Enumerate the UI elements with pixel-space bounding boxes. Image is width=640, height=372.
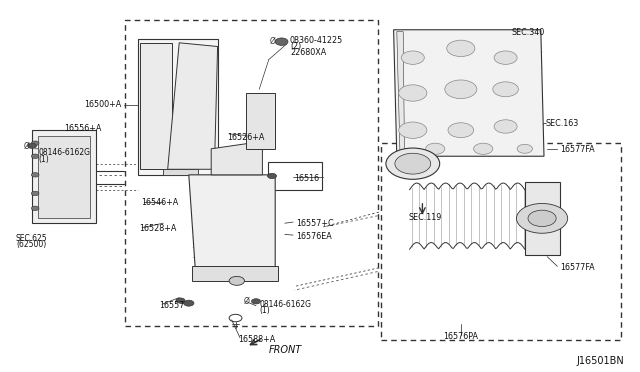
Polygon shape: [32, 130, 96, 223]
Text: 16516: 16516: [294, 174, 319, 183]
Text: SEC.119: SEC.119: [408, 213, 442, 222]
Circle shape: [31, 173, 39, 177]
Text: SEC.340: SEC.340: [512, 28, 545, 37]
Text: 16576PA: 16576PA: [444, 332, 478, 341]
Text: (62500): (62500): [16, 240, 46, 249]
Polygon shape: [168, 43, 218, 169]
Polygon shape: [192, 266, 278, 281]
Circle shape: [494, 51, 517, 64]
Circle shape: [426, 143, 445, 154]
Text: 08146-6162G: 08146-6162G: [260, 300, 312, 309]
Circle shape: [31, 141, 39, 145]
Circle shape: [395, 153, 431, 174]
Polygon shape: [525, 182, 560, 255]
Circle shape: [31, 206, 39, 211]
Polygon shape: [138, 39, 218, 175]
Circle shape: [28, 143, 36, 148]
Text: J16501BN: J16501BN: [576, 356, 624, 366]
Text: 16546+A: 16546+A: [141, 198, 178, 207]
Polygon shape: [211, 141, 262, 175]
Polygon shape: [394, 30, 544, 156]
Text: SEC.163: SEC.163: [545, 119, 579, 128]
Circle shape: [401, 51, 424, 64]
Circle shape: [386, 148, 440, 179]
Circle shape: [184, 300, 194, 306]
Circle shape: [474, 143, 493, 154]
Text: 16557+C: 16557+C: [296, 219, 333, 228]
Circle shape: [447, 40, 475, 57]
Circle shape: [528, 210, 556, 227]
Text: (2): (2): [290, 42, 301, 51]
Bar: [125, 20, 378, 325]
Text: 16557: 16557: [159, 301, 184, 310]
Circle shape: [448, 123, 474, 138]
Text: 16556+A: 16556+A: [64, 124, 101, 133]
Text: FRONT: FRONT: [269, 346, 302, 355]
Polygon shape: [163, 169, 198, 175]
Circle shape: [445, 80, 477, 99]
Text: SEC.625: SEC.625: [16, 234, 47, 243]
Circle shape: [176, 298, 185, 303]
Text: 16588+A: 16588+A: [238, 335, 275, 344]
Circle shape: [494, 120, 517, 133]
Polygon shape: [397, 32, 404, 154]
Circle shape: [399, 122, 427, 138]
Bar: [381, 143, 621, 340]
Circle shape: [252, 299, 260, 304]
Polygon shape: [189, 175, 275, 268]
Text: 16528+A: 16528+A: [140, 224, 177, 233]
Text: 16577FA: 16577FA: [560, 263, 595, 272]
Circle shape: [493, 82, 518, 97]
Circle shape: [516, 203, 568, 233]
Circle shape: [399, 85, 427, 101]
Text: 16526+A: 16526+A: [227, 133, 264, 142]
Circle shape: [31, 154, 39, 158]
Text: 08146-6162G: 08146-6162G: [38, 148, 90, 157]
Circle shape: [275, 38, 288, 45]
Text: Ø: Ø: [244, 297, 250, 306]
Circle shape: [268, 173, 276, 179]
Text: (1): (1): [38, 155, 49, 164]
Polygon shape: [38, 136, 90, 218]
Circle shape: [517, 144, 532, 153]
Polygon shape: [140, 43, 172, 169]
Text: 16577FA: 16577FA: [560, 145, 595, 154]
Circle shape: [31, 191, 39, 196]
Circle shape: [229, 276, 244, 285]
Text: 08360-41225: 08360-41225: [290, 36, 343, 45]
Text: 16500+A: 16500+A: [84, 100, 122, 109]
Text: (1): (1): [260, 307, 271, 315]
Text: 16576EA: 16576EA: [296, 232, 332, 241]
Text: Ø: Ø: [269, 37, 275, 46]
Text: 22680XA: 22680XA: [290, 48, 326, 57]
Bar: [268, 162, 322, 190]
Polygon shape: [246, 93, 275, 149]
Text: Ø: Ø: [24, 141, 30, 150]
